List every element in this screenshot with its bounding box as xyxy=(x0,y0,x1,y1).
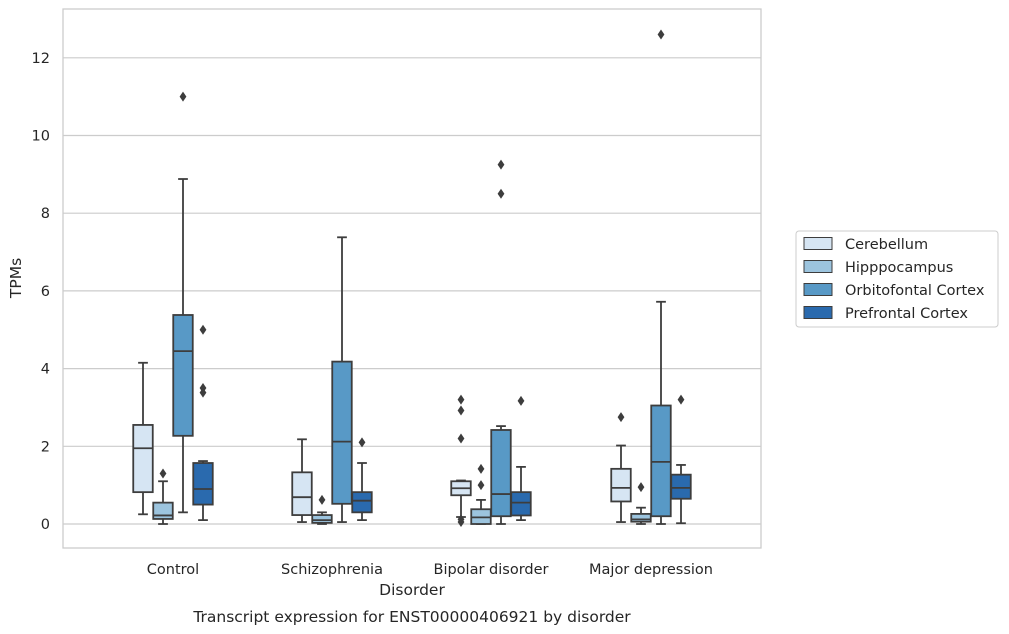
legend-swatch xyxy=(803,306,833,319)
outlier-point xyxy=(617,412,625,423)
outlier-point xyxy=(199,387,207,398)
y-tick-label: 10 xyxy=(32,129,50,145)
box-iqr xyxy=(351,491,373,514)
y-tick-label: 2 xyxy=(41,439,50,455)
y-axis-label: TPMs xyxy=(7,258,25,299)
box-cerebellum-3 xyxy=(610,412,632,523)
outlier-point xyxy=(318,494,326,505)
box-iqr xyxy=(610,467,632,503)
box-iqr xyxy=(172,314,194,437)
box-orbitofontal-cortex-3 xyxy=(650,29,672,525)
outlier-point xyxy=(497,159,505,170)
box-iqr xyxy=(132,424,154,494)
box-cerebellum-2 xyxy=(450,394,472,528)
outlier-point xyxy=(657,29,665,40)
box-orbitofontal-cortex-1 xyxy=(331,236,353,523)
outlier-point xyxy=(517,395,525,406)
y-tick-labels: 0 2 4 6 8 10 12 xyxy=(32,51,50,533)
box-iqr xyxy=(331,360,353,505)
outlier-point xyxy=(199,324,207,335)
legend-label: Prefrontal Cortex xyxy=(845,306,968,322)
box-iqr xyxy=(510,491,532,517)
box-iqr xyxy=(630,512,652,523)
y-tick-label: 6 xyxy=(41,284,50,300)
legend-swatch xyxy=(803,283,833,296)
x-tick-labels: Control Schizophrenia Bipolar disorder Majo… xyxy=(147,562,713,578)
x-tick-label: Major depression xyxy=(589,562,713,578)
box-iqr xyxy=(192,462,214,506)
outlier-point xyxy=(457,394,465,405)
box-prefrontal-cortex-2 xyxy=(510,395,532,522)
box-cerebellum-0 xyxy=(132,361,154,516)
box-hipppocampus-3 xyxy=(630,482,652,525)
outlier-point xyxy=(457,517,465,528)
legend-label: Cerebellum xyxy=(845,237,928,253)
x-tick-label: Schizophrenia xyxy=(281,562,383,578)
box-plots xyxy=(132,29,692,528)
legend-swatch xyxy=(803,260,833,273)
box-iqr xyxy=(152,501,174,520)
outlier-point xyxy=(497,188,505,199)
plot-area-frame xyxy=(62,8,762,549)
legend-swatch xyxy=(803,237,833,250)
outlier-point xyxy=(637,482,645,493)
box-prefrontal-cortex-1 xyxy=(351,437,373,522)
outlier-point xyxy=(677,394,685,405)
outlier-point xyxy=(477,480,485,491)
outlier-point xyxy=(457,405,465,416)
y-tick-label: 12 xyxy=(32,51,50,67)
legend: Cerebellum Hipppocampus Orbitofontal Corte… xyxy=(795,230,999,328)
box-hipppocampus-0 xyxy=(152,468,174,525)
y-tick-label: 0 xyxy=(41,517,50,533)
box-cerebellum-1 xyxy=(291,438,313,523)
outlier-point xyxy=(477,463,485,474)
y-tick-label: 4 xyxy=(41,362,50,378)
box-iqr xyxy=(670,473,692,500)
box-prefrontal-cortex-0 xyxy=(192,324,214,522)
x-tick-label: Control xyxy=(147,562,199,578)
legend-frame xyxy=(795,230,999,328)
box-iqr xyxy=(490,429,512,518)
outlier-point xyxy=(358,437,366,448)
y-tick-label: 8 xyxy=(41,206,50,222)
box-orbitofontal-cortex-0 xyxy=(172,91,194,514)
x-tick-label: Bipolar disorder xyxy=(434,562,549,578)
box-hipppocampus-1 xyxy=(311,494,333,525)
legend-label: Orbitofontal Cortex xyxy=(845,283,985,299)
x-axis-label: Disorder xyxy=(379,581,445,599)
outlier-point xyxy=(179,91,187,102)
box-orbitofontal-cortex-2 xyxy=(490,159,512,525)
outlier-point xyxy=(457,433,465,444)
box-iqr xyxy=(650,404,672,518)
box-iqr xyxy=(311,514,333,524)
legend-label: Hipppocampus xyxy=(845,260,953,276)
box-iqr xyxy=(291,471,313,516)
box-hipppocampus-2 xyxy=(470,463,492,525)
box-prefrontal-cortex-3 xyxy=(670,394,692,525)
outlier-point xyxy=(159,468,167,479)
chart-caption: Transcript expression for ENST0000040692… xyxy=(192,608,631,626)
